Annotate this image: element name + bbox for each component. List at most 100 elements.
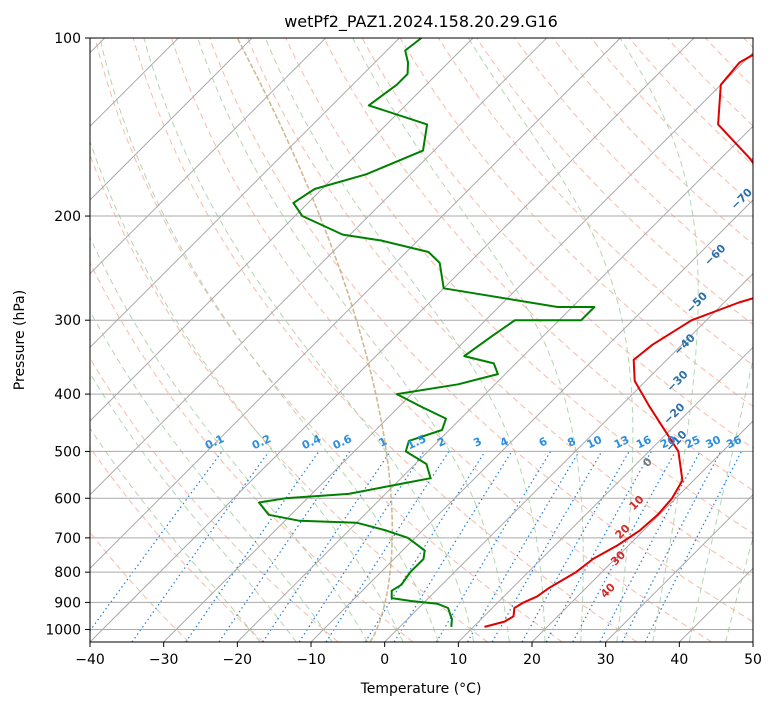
x-tick-label: 50 xyxy=(744,652,762,668)
y-tick-label: 400 xyxy=(54,387,81,403)
dry-adiabat-line xyxy=(90,446,264,642)
moist-adiabat-line xyxy=(99,38,439,642)
dry-adiabat-line xyxy=(323,38,753,492)
isotherm-line xyxy=(531,420,753,642)
mixing-ratio-label: 8 xyxy=(565,435,577,450)
dry-adiabat-line xyxy=(247,38,753,578)
moist-adiabat-line xyxy=(143,38,475,642)
plot-area: −100−90−80−70−60−50−40−30−20−10010203040… xyxy=(90,38,775,642)
mixing-ratio-line xyxy=(262,451,391,642)
dry-adiabat-line xyxy=(90,357,339,642)
mixing-ratio-line xyxy=(545,451,652,642)
mixing-ratio-label: 0.6 xyxy=(331,432,354,452)
dry-adiabat-label: 40 xyxy=(598,580,618,600)
mixing-ratio-line xyxy=(466,451,580,642)
isotherm-line xyxy=(457,346,753,642)
y-tick-label: 200 xyxy=(54,209,81,225)
x-tick-label: −20 xyxy=(223,652,253,668)
isotherm-line xyxy=(90,38,253,201)
y-tick-label: 900 xyxy=(54,595,81,611)
dry-adiabat-label: −80 xyxy=(747,138,774,165)
dry-adiabat-label: −20 xyxy=(661,400,688,427)
moist-adiabat-line xyxy=(90,139,404,642)
mixing-ratio-label: 13 xyxy=(612,433,631,451)
dry-adiabat-label: −40 xyxy=(671,331,698,358)
mixing-ratio-line xyxy=(364,451,486,642)
x-tick-label: 40 xyxy=(670,652,688,668)
dry-adiabat-line xyxy=(209,38,753,623)
plot-frame xyxy=(89,37,754,643)
dry-adiabat-line xyxy=(170,38,712,642)
dry-adiabat-line xyxy=(514,38,753,285)
y-tick-label: 800 xyxy=(54,565,81,581)
mixing-ratio-label: 6 xyxy=(537,435,550,450)
moist-adiabat-line xyxy=(352,38,584,642)
moist-adiabat-line xyxy=(264,38,546,642)
moist-adiabat-line xyxy=(90,372,297,642)
mixing-ratio-lines xyxy=(90,451,743,642)
y-axis-label: Pressure (hPa) xyxy=(12,290,28,390)
mixing-ratio-line xyxy=(90,451,223,632)
mixing-ratio-label: 10 xyxy=(585,433,605,451)
moist-adiabat-line xyxy=(688,357,753,642)
mixing-ratio-label: 36 xyxy=(724,433,744,451)
dry-adiabat-label: 20 xyxy=(613,521,633,541)
isotherm-line xyxy=(90,38,695,642)
mixing-ratio-line xyxy=(298,451,425,642)
isotherm-line xyxy=(90,38,548,496)
y-tick-label: 600 xyxy=(54,491,81,507)
isobars xyxy=(90,38,753,630)
mixing-ratio-label: 0.2 xyxy=(250,432,273,452)
x-axis-ticks: −40 −30 −20 −10 0 10 20 30 40 50 xyxy=(75,642,762,668)
dry-adiabat-line xyxy=(705,38,753,88)
isotherm-line xyxy=(90,38,327,275)
mixing-ratio-line xyxy=(185,451,320,642)
x-tick-label: −30 xyxy=(149,652,179,668)
isotherm-line xyxy=(752,641,753,642)
x-tick-label: 20 xyxy=(523,652,541,668)
y-tick-label: 700 xyxy=(54,531,81,547)
dry-adiabat-line xyxy=(90,261,414,642)
isotherm-line xyxy=(90,38,474,422)
mixing-ratio-label: 25 xyxy=(683,433,702,451)
mixing-ratio-label: 4 xyxy=(498,435,511,450)
dewpoint-profile-line xyxy=(258,38,596,627)
dry-adiabat-line xyxy=(90,153,488,642)
x-tick-label: 0 xyxy=(380,652,389,668)
mixing-ratio-line xyxy=(572,451,677,642)
dry-adiabat-line xyxy=(552,38,753,245)
mixing-ratio-line xyxy=(393,451,513,642)
profile-series xyxy=(258,38,753,628)
mixing-ratio-label: 3 xyxy=(471,435,483,450)
mixing-ratio-label: 20 xyxy=(658,433,678,451)
x-axis-label: Temperature (°C) xyxy=(360,681,482,697)
dry-adiabat-label: −90 xyxy=(760,95,775,122)
isotherm-line xyxy=(163,51,753,642)
reference-curve xyxy=(236,38,394,642)
moist-adiabat-line xyxy=(90,235,369,642)
mixing-ratio-label: 0.4 xyxy=(300,432,323,452)
y-tick-label: 1000 xyxy=(45,622,81,638)
dry-adiabat-label: 30 xyxy=(608,548,628,568)
dry-adiabat-line xyxy=(132,38,638,642)
chart-title: wetPf2_PAZ1.2024.158.20.29.G16 xyxy=(284,12,558,32)
mixing-ratio-line xyxy=(435,451,552,642)
mixing-ratio-label: 1 xyxy=(377,435,389,450)
isotherm-line xyxy=(384,272,753,642)
isotherms xyxy=(90,38,753,642)
moist-adiabat-line xyxy=(197,38,510,642)
dry-adiabat-line xyxy=(590,38,753,206)
moist-adiabat-line xyxy=(725,535,753,642)
dry-adiabat-label: −30 xyxy=(664,368,691,395)
isotherm-line xyxy=(90,38,400,349)
isotherm-line xyxy=(236,125,753,642)
y-tick-label: 500 xyxy=(54,444,81,460)
dry-adiabat-label: −50 xyxy=(684,289,711,316)
x-tick-label: 30 xyxy=(597,652,615,668)
mixing-ratio-line xyxy=(218,451,351,642)
dry-adiabat-line xyxy=(476,38,753,326)
mixing-ratio-label: 30 xyxy=(704,433,724,451)
y-axis-ticks: 100 200 300 400 500 600 700 800 900 1000 xyxy=(45,31,90,638)
isotherm-line xyxy=(605,493,753,642)
